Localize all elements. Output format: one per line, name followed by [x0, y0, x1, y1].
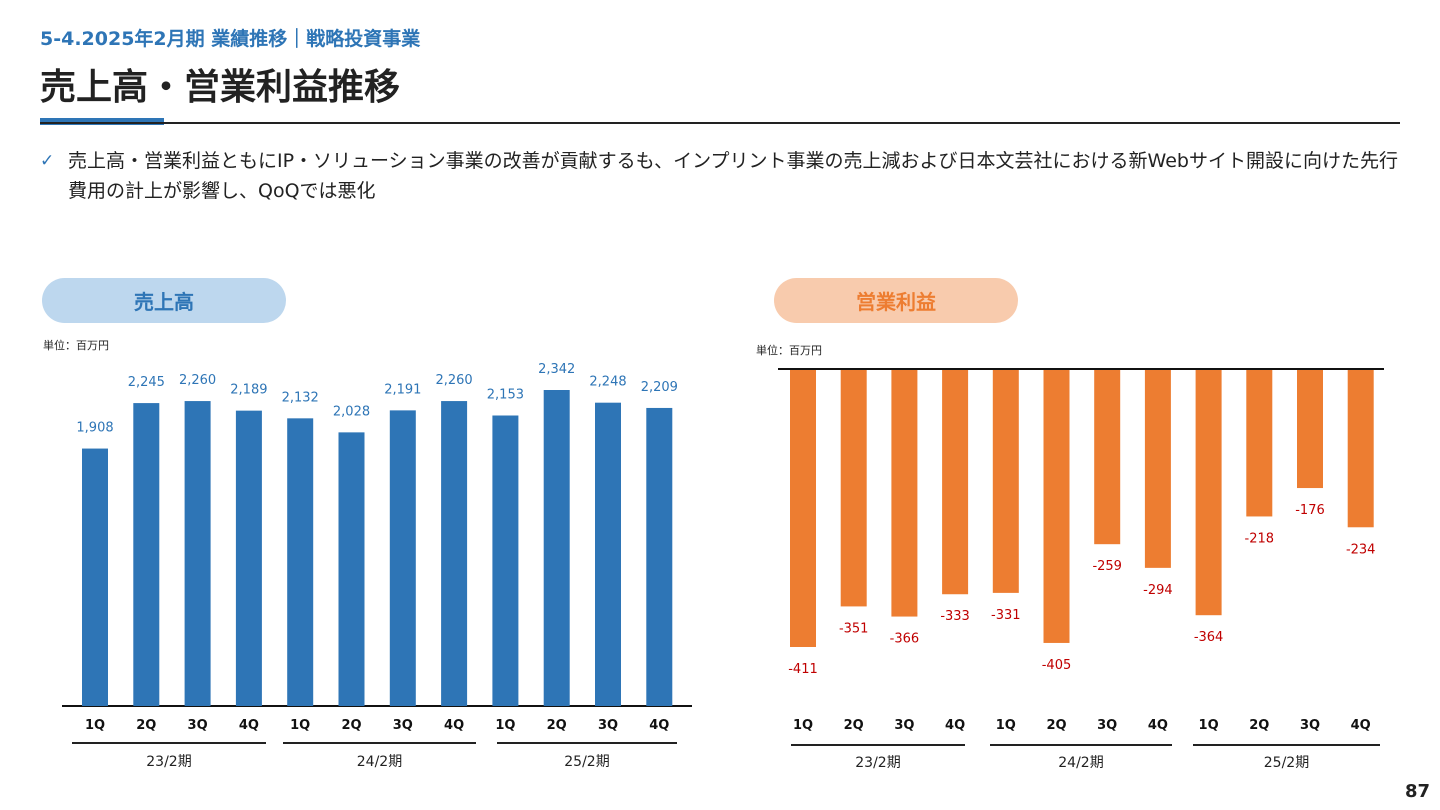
sales-data-label: 2,028: [333, 404, 370, 419]
profit-unit-label: 単位：百万円: [756, 344, 822, 357]
sales-category-label: 3Q: [393, 718, 413, 733]
profit-data-label: -366: [890, 632, 920, 647]
sales-data-label: 2,189: [230, 383, 267, 398]
summary-text: 売上高・営業利益ともにIP・ソリューション事業の改善が貢献するも、インプリント事…: [68, 150, 1398, 202]
page-title: 売上高・営業利益推移: [40, 67, 401, 108]
profit-data-label: -234: [1346, 542, 1376, 557]
sales-bar: [646, 407, 673, 706]
sales-group-label: 24/2期: [357, 754, 402, 770]
title-accent-bar: [40, 118, 164, 125]
profit-category-label: 1Q: [996, 718, 1016, 733]
profit-group-label: 25/2期: [1264, 755, 1309, 771]
sales-data-label: 2,132: [282, 390, 319, 405]
sales-bar: [338, 432, 365, 706]
profit-bar: [840, 369, 867, 607]
section-subtitle: 5-4.2025年2月期 業績推移｜戦略投資事業: [40, 28, 421, 50]
sales-bar: [543, 390, 570, 706]
profit-data-label: -351: [839, 621, 869, 636]
page-number: 87: [1404, 781, 1430, 802]
profit-data-label: -259: [1092, 559, 1122, 574]
sales-data-label: 2,248: [589, 375, 626, 390]
sales-chart-title: 売上高: [42, 278, 286, 323]
profit-category-label: 4Q: [945, 718, 965, 733]
profit-bar: [790, 369, 816, 647]
sales-bar: [133, 403, 160, 706]
profit-group-label: 23/2期: [855, 755, 900, 771]
sales-category-label: 2Q: [547, 718, 567, 733]
profit-data-label: -331: [991, 608, 1021, 623]
profit-group-label: 24/2期: [1058, 755, 1103, 771]
sales-category-label: 1Q: [290, 718, 310, 733]
sales-data-label: 2,191: [384, 382, 421, 397]
profit-bar: [1195, 369, 1222, 616]
sales-category-label: 1Q: [495, 718, 515, 733]
profit-data-label: -364: [1194, 630, 1224, 645]
sales-category-label: 2Q: [136, 718, 156, 733]
sales-data-label: 2,209: [641, 380, 678, 395]
sales-group-label: 25/2期: [564, 754, 609, 770]
profit-bar: [942, 369, 969, 595]
profit-category-label: 4Q: [1148, 718, 1168, 733]
sales-group-label: 23/2期: [146, 754, 191, 770]
profit-bar: [1246, 369, 1273, 517]
sales-category-label: 3Q: [598, 718, 618, 733]
sales-data-label: 2,153: [487, 388, 524, 403]
sales-bar: [492, 415, 519, 706]
sales-unit-label: 単位：百万円: [43, 339, 109, 352]
profit-bar: [992, 369, 1019, 593]
summary-bullet: ✓ 売上高・営業利益ともにIP・ソリューション事業の改善が貢献するも、インプリン…: [40, 146, 1400, 206]
profit-category-label: 1Q: [1199, 718, 1219, 733]
sales-bar: [235, 410, 262, 706]
sales-category-label: 4Q: [239, 718, 259, 733]
profit-category-label: 3Q: [1300, 718, 1320, 733]
profit-bar: [1347, 369, 1374, 528]
profit-data-label: -411: [788, 662, 818, 677]
profit-chart-title: 営業利益: [774, 278, 1018, 323]
sales-category-label: 3Q: [188, 718, 208, 733]
sales-bar: [441, 401, 468, 706]
profit-bar: [891, 369, 918, 617]
sales-bar: [287, 418, 314, 706]
title-divider: [40, 122, 1400, 124]
sales-bar: [595, 402, 621, 706]
sales-bar: [184, 401, 211, 706]
profit-data-label: -176: [1295, 503, 1325, 518]
profit-data-label: -405: [1042, 658, 1072, 673]
profit-category-label: 1Q: [793, 718, 813, 733]
profit-category-label: 3Q: [1097, 718, 1117, 733]
sales-data-label: 2,342: [538, 362, 575, 377]
profit-category-label: 2Q: [844, 718, 864, 733]
profit-bar: [1043, 369, 1070, 643]
sales-category-label: 1Q: [85, 718, 105, 733]
sales-data-label: 2,260: [435, 373, 472, 388]
profit-category-label: 3Q: [894, 718, 914, 733]
sales-data-label: 1,908: [76, 421, 113, 436]
profit-bar: [1144, 369, 1171, 568]
sales-bar: [389, 410, 416, 706]
sales-category-label: 4Q: [444, 718, 464, 733]
checkmark-icon: ✓: [40, 151, 55, 171]
profit-data-label: -333: [940, 609, 970, 624]
profit-bar: [1297, 369, 1323, 489]
profit-category-label: 4Q: [1351, 718, 1371, 733]
sales-bar: [82, 448, 108, 706]
sales-data-label: 2,245: [128, 375, 165, 390]
sales-category-label: 2Q: [341, 718, 361, 733]
profit-category-label: 2Q: [1046, 718, 1066, 733]
sales-data-label: 2,260: [179, 373, 216, 388]
profit-bar: [1094, 369, 1121, 545]
profit-data-label: -218: [1245, 531, 1275, 546]
profit-data-label: -294: [1143, 583, 1173, 598]
profit-category-label: 2Q: [1249, 718, 1269, 733]
sales-category-label: 4Q: [649, 718, 669, 733]
